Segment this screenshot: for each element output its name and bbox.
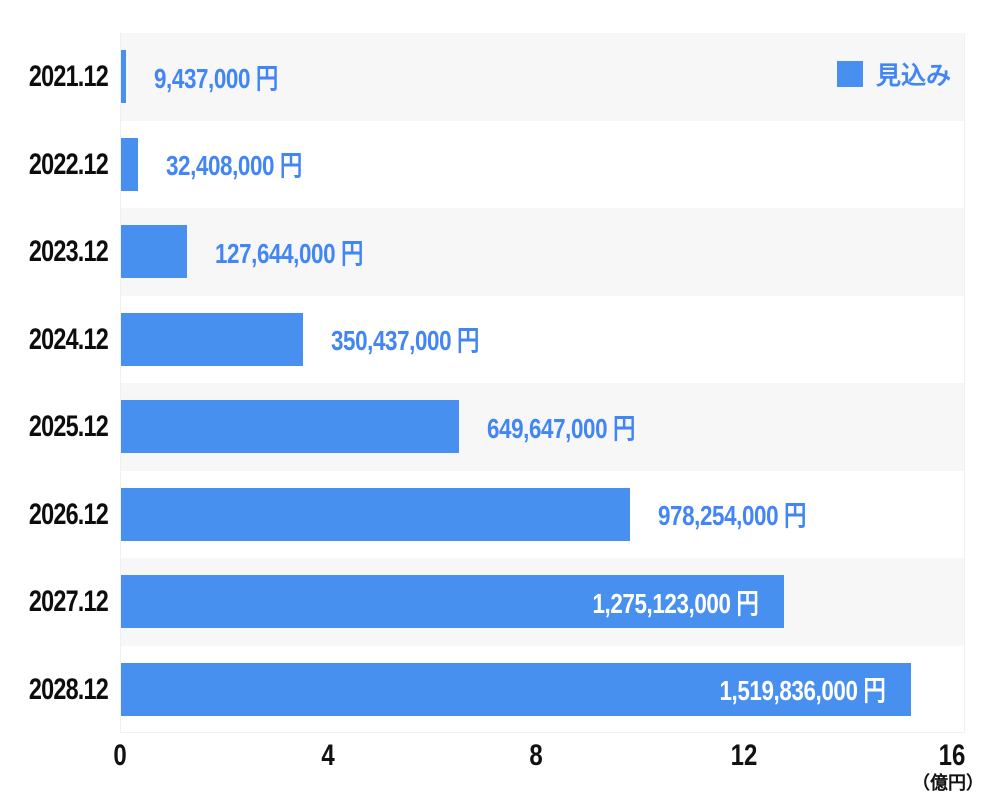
value-label: 350,437,000 円 (331, 325, 480, 357)
category-label: 2024.12 (28, 322, 109, 356)
bar (121, 50, 126, 103)
legend-label: 見込み (876, 62, 952, 90)
category-label: 2027.12 (28, 585, 109, 618)
value-label: 9,437,000 円 (153, 62, 278, 94)
bar-row: 350,437,000 円 (121, 296, 964, 384)
category-label: 2022.12 (28, 147, 109, 181)
bar (121, 312, 304, 366)
legend: 見込み (837, 56, 951, 92)
bar (121, 137, 138, 191)
bar (121, 575, 785, 628)
category-label: 2025.12 (28, 410, 109, 443)
value-label: 32,408,000 円 (165, 150, 302, 182)
category-label: 2028.12 (28, 672, 109, 706)
x-tick-label: 8 (529, 739, 543, 772)
bar (121, 400, 459, 453)
value-label: 1,519,836,000 円 (719, 675, 886, 707)
x-tick-label: 16 (938, 739, 966, 772)
bar (121, 225, 188, 278)
bar (121, 487, 630, 541)
x-tick-label: 12 (730, 739, 758, 772)
value-label: 127,644,000 円 (215, 237, 364, 269)
legend-swatch (837, 61, 863, 87)
x-tick-label: 4 (321, 739, 335, 772)
value-label: 1,275,123,000 円 (592, 587, 759, 619)
category-label: 2023.12 (28, 235, 109, 268)
bar-row: 127,644,000 円 (121, 208, 964, 296)
bar-row: 1,275,123,000 円 (121, 558, 964, 646)
category-labels: 2021.12 2022.12 2023.12 2024.12 2025.12 2026.… (0, 33, 109, 733)
bar (121, 662, 912, 716)
value-label: 649,647,000 円 (486, 412, 635, 444)
category-label: 2026.12 (28, 497, 109, 531)
bar-row: 9,437,000 円 (121, 33, 964, 121)
bar-row: 1,519,836,000 円 (121, 646, 964, 734)
category-label: 2021.12 (28, 60, 109, 93)
value-label: 978,254,000 円 (657, 500, 806, 532)
axis-unit-label: （億円） (912, 773, 984, 793)
bar-row: 649,647,000 円 (121, 383, 964, 471)
plot-area: 9,437,000 円 32,408,000 円 127,644,000 円 350,… (120, 33, 965, 733)
bar-row: 32,408,000 円 (121, 121, 964, 209)
x-tick-label: 0 (113, 739, 127, 772)
x-axis: 0 4 8 12 16 (113, 739, 966, 775)
bar-row: 978,254,000 円 (121, 471, 964, 559)
